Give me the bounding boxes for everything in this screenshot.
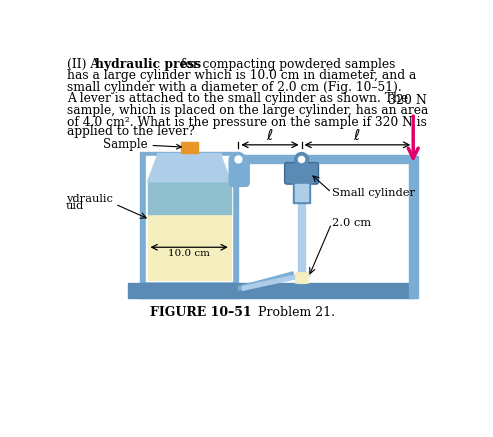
- Bar: [140, 152, 239, 287]
- Bar: [180, 142, 198, 153]
- Bar: [295, 184, 308, 201]
- Text: for compacting powdered samples: for compacting powdered samples: [177, 58, 395, 71]
- Bar: [128, 283, 413, 298]
- Circle shape: [232, 153, 246, 166]
- Text: $\ell$: $\ell$: [266, 128, 274, 142]
- Bar: [140, 284, 239, 298]
- Text: 320 N: 320 N: [387, 94, 426, 107]
- Text: (II) A: (II) A: [68, 58, 104, 71]
- Text: of 4.0 cm². What is the pressure on the sample if 320 N is: of 4.0 cm². What is the pressure on the …: [68, 115, 427, 128]
- Bar: [157, 153, 221, 157]
- Text: ydraulic: ydraulic: [66, 194, 113, 204]
- Bar: [409, 156, 418, 298]
- Circle shape: [295, 153, 309, 166]
- Text: has a large cylinder which is 10.0 cm in diameter, and a: has a large cylinder which is 10.0 cm in…: [68, 69, 417, 83]
- Text: FIGURE 10–51: FIGURE 10–51: [150, 306, 251, 319]
- Text: sample, which is placed on the large cylinder, has an area: sample, which is placed on the large cyl…: [68, 104, 429, 117]
- Bar: [146, 156, 232, 281]
- Polygon shape: [242, 272, 310, 290]
- Bar: [293, 180, 310, 203]
- Text: applied to the lever?: applied to the lever?: [68, 125, 195, 138]
- Text: 2.0 cm: 2.0 cm: [332, 218, 372, 229]
- Bar: [295, 272, 309, 283]
- Polygon shape: [147, 157, 231, 182]
- Text: Problem 21.: Problem 21.: [254, 306, 335, 319]
- Text: uid: uid: [66, 201, 84, 212]
- Text: hydraulic press: hydraulic press: [95, 58, 202, 71]
- FancyBboxPatch shape: [229, 156, 249, 187]
- Circle shape: [298, 156, 305, 163]
- Text: Small cylinder: Small cylinder: [332, 187, 416, 198]
- Text: 10.0 cm: 10.0 cm: [168, 249, 210, 258]
- Bar: [239, 155, 413, 163]
- FancyBboxPatch shape: [284, 163, 318, 184]
- Text: $\ell$: $\ell$: [353, 128, 361, 142]
- Polygon shape: [239, 272, 293, 290]
- Bar: [147, 182, 231, 214]
- Bar: [147, 214, 231, 280]
- Text: Sample: Sample: [103, 138, 181, 151]
- Text: small cylinder with a diameter of 2.0 cm (Fig. 10–51).: small cylinder with a diameter of 2.0 cm…: [68, 81, 402, 94]
- Circle shape: [235, 156, 242, 163]
- Text: A lever is attached to the small cylinder as shown. The: A lever is attached to the small cylinde…: [68, 93, 409, 105]
- Bar: [298, 163, 305, 283]
